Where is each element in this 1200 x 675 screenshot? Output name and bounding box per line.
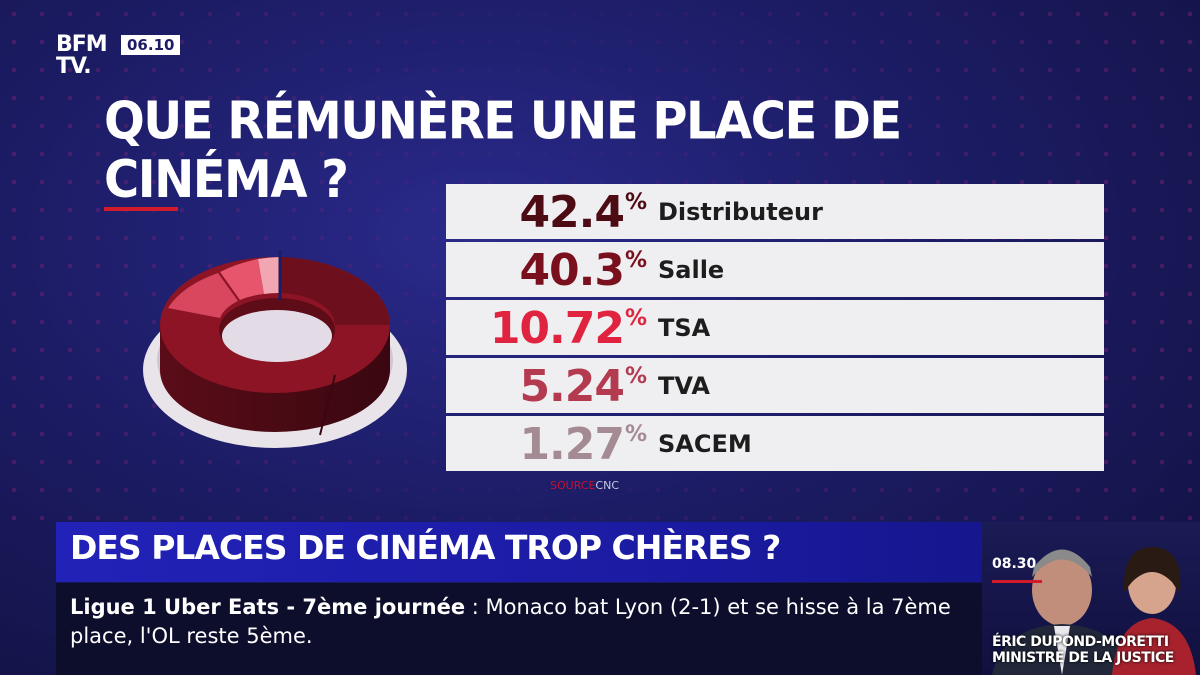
table-row: 42.4% Distributeur — [446, 184, 1104, 239]
donut-segment-sacem — [258, 257, 280, 294]
row-label: Salle — [658, 256, 725, 284]
guest-name: ÉRIC DUPOND-MORETTI — [992, 634, 1169, 650]
table-row: 5.24% TVA — [446, 358, 1104, 413]
guest-photo — [992, 547, 1196, 675]
donut-hole — [222, 310, 332, 362]
table-row: 10.72% TSA — [446, 300, 1104, 355]
row-value: 42.4 — [519, 187, 625, 238]
bfmtv-logo: BFM TV. — [56, 32, 108, 79]
row-value: 5.24 — [519, 361, 625, 412]
headline-text: DES PLACES DE CINÉMA TROP CHÈRES ? — [70, 528, 781, 567]
news-ticker: Ligue 1 Uber Eats - 7ème journée : Monac… — [56, 583, 982, 675]
guest-caption: ÉRIC DUPOND-MORETTI MINISTRE DE LA JUSTI… — [992, 634, 1174, 666]
row-label: TSA — [658, 314, 711, 342]
table-row: 1.27% SACEM — [446, 416, 1104, 471]
row-percent-sign: % — [625, 190, 648, 215]
row-label: SACEM — [658, 430, 752, 458]
source-note: SOURCECNC — [550, 479, 619, 492]
donut-segment-tsa — [220, 259, 264, 300]
row-label: TVA — [658, 372, 710, 400]
logo-line-2: TV. — [56, 54, 92, 79]
live-time-underline — [992, 580, 1042, 583]
row-percent-sign: % — [625, 306, 648, 331]
ticker-separator: : — [465, 595, 486, 619]
row-percent-sign: % — [625, 422, 648, 447]
ticker-heading: Ligue 1 Uber Eats - 7ème journée — [70, 595, 466, 619]
ticker-line: Ligue 1 Uber Eats - 7ème journée : Monac… — [70, 593, 970, 651]
row-label: Distributeur — [658, 198, 823, 226]
source-label: SOURCE — [550, 479, 596, 492]
chart-title: QUE RÉMUNÈRE UNE PLACE DE CINÉMA ? — [104, 90, 902, 210]
row-value: 40.3 — [519, 245, 625, 296]
row-percent-sign: % — [625, 248, 648, 273]
donut-segment-tva — [168, 273, 238, 318]
live-guest-panel: 08.30 ÉRIC DUPOND-MORETTI MINISTRE DE LA… — [982, 522, 1200, 675]
donut-gap-2 — [319, 374, 336, 436]
row-value: 1.27 — [519, 419, 625, 470]
logo-line-1: BFM — [56, 32, 108, 57]
title-underline — [104, 207, 178, 211]
guest-title: MINISTRE DE LA JUSTICE — [992, 650, 1174, 666]
donut-graphic — [143, 250, 407, 448]
row-percent-sign: % — [625, 364, 648, 389]
row-value: 10.72 — [489, 303, 625, 354]
donut-segment-distributeur — [280, 257, 391, 325]
distribution-table: 42.4% Distributeur 40.3% Salle 10.72% TSA 5.24… — [446, 184, 1104, 474]
ticker-text: Monaco bat Lyon (2-1) et se hisse à la 7… — [70, 595, 951, 648]
clock-badge: 06.10 — [121, 35, 181, 55]
live-time: 08.30 — [992, 556, 1037, 572]
source-name: CNC — [595, 479, 620, 492]
headline-banner: DES PLACES DE CINÉMA TROP CHÈRES ? — [56, 522, 1166, 582]
table-row: 40.3% Salle — [446, 242, 1104, 297]
